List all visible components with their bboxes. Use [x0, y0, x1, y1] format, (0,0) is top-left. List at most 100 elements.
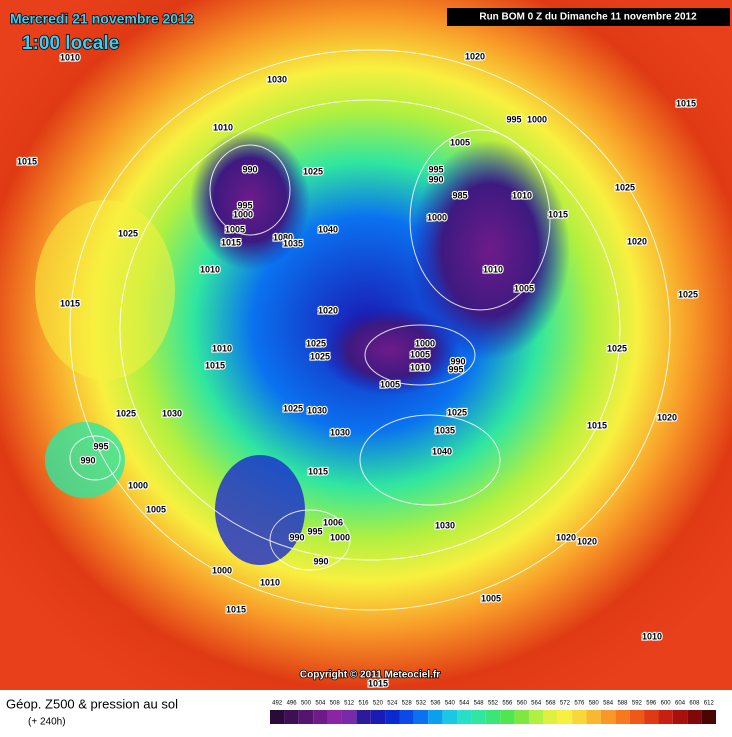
legend-swatch [528, 710, 544, 724]
isobar-label: 1080 [273, 232, 293, 242]
isobar-label: 1020 [318, 305, 338, 315]
legend-swatch [615, 710, 630, 724]
legend-label: 576 [574, 701, 585, 707]
legend-label: 544 [459, 701, 470, 707]
legend-label: 540 [445, 701, 456, 707]
legend-label: 516 [359, 701, 370, 707]
isobar-label: 1025 [447, 407, 467, 417]
isobar-label: 1000 [330, 532, 350, 542]
legend-label: 556 [502, 701, 513, 707]
legend-swatch [658, 710, 673, 724]
legend-swatch [500, 710, 515, 724]
isobar-label: 1005 [450, 137, 470, 147]
isobar-label: 1000 [233, 209, 253, 219]
isobar [409, 129, 551, 311]
legend-label: 536 [430, 701, 441, 707]
isobars [69, 49, 671, 611]
legend-swatch [385, 710, 400, 724]
isobar-label: 1015 [226, 604, 246, 614]
legend-swatch [284, 710, 299, 724]
isobar-label: 1010 [200, 264, 220, 274]
legend-label: 608 [689, 701, 700, 707]
isobar-label: 1035 [283, 238, 303, 248]
isobar-label: 1025 [118, 228, 138, 238]
legend-label: 572 [560, 701, 571, 707]
isobar-label: 1015 [548, 209, 568, 219]
isobar-label: 1000 [212, 565, 232, 575]
legend-label: 548 [474, 701, 485, 707]
legend-label: 532 [416, 701, 427, 707]
isobar-label: 1035 [435, 425, 455, 435]
isobar-label: 1015 [221, 237, 241, 247]
legend-label: 508 [330, 701, 341, 707]
isobar-label: 1030 [435, 520, 455, 530]
isobar-label: 1025 [306, 338, 326, 348]
isobar-label: 995 [506, 114, 521, 124]
legend-label: 512 [344, 701, 355, 707]
legend-swatch [644, 710, 659, 724]
isobar-label: 1010 [410, 362, 430, 372]
isobar-label: 995 [237, 200, 252, 210]
legend-swatch [572, 710, 587, 724]
isobar [209, 144, 291, 236]
isobar-label: 1010 [483, 264, 503, 274]
low-core [410, 140, 570, 360]
isobar [69, 49, 671, 611]
legend-swatch [270, 710, 285, 724]
legend-label: 528 [402, 701, 413, 707]
isobar-label: 990 [313, 556, 328, 566]
legend-swatch [298, 710, 314, 724]
isobar-label: 1040 [432, 446, 452, 456]
legend-label: 580 [589, 701, 600, 707]
isobar-label: 1010 [212, 343, 232, 353]
legend-swatch [543, 710, 558, 724]
legend-swatch [629, 710, 645, 724]
isobar-label: 990 [289, 532, 304, 542]
color-legend: 492 496 500 504 508 512 516 520 524 528 532 536 540 5… [270, 701, 716, 724]
isobar [359, 414, 501, 506]
isobar-label: 1020 [556, 532, 576, 542]
legend-swatch [485, 710, 501, 724]
isobar-label: 1000 [415, 338, 435, 348]
legend-label: 500 [301, 701, 312, 707]
date-title: Mercredi 21 novembre 2012 [10, 11, 194, 27]
legend-label: 568 [546, 701, 557, 707]
legend-swatch [413, 710, 429, 724]
isobar-label: 1010 [60, 52, 80, 62]
isobar-label: 995 [448, 364, 463, 374]
isobar-label: 1005 [146, 504, 166, 514]
legend-label: 596 [646, 701, 657, 707]
legend-swatch [471, 710, 486, 724]
isobar-label: 995 [307, 526, 322, 536]
trough [215, 455, 305, 565]
ridge [35, 200, 175, 380]
isobar-label: 1030 [307, 405, 327, 415]
isobar-label: 1010 [642, 631, 662, 641]
isobar-label: 1015 [368, 678, 388, 688]
isobar-label: 1005 [380, 379, 400, 389]
legend-swatch [687, 710, 702, 724]
legend-swatch [341, 710, 357, 724]
isobar-label: 1015 [205, 360, 225, 370]
isobar-label: 1006 [323, 517, 343, 527]
isobar-label: 1005 [514, 283, 534, 293]
legend-swatch [370, 710, 386, 724]
isobar-label: 990 [242, 164, 257, 174]
legend-swatch [600, 710, 616, 724]
legend-label: 496 [287, 701, 298, 707]
isobar-label: 1020 [577, 536, 597, 546]
isobar-label: 1000 [527, 114, 547, 124]
legend-swatch [701, 710, 716, 724]
isobar-label: 1015 [60, 298, 80, 308]
isobar-label: 990 [428, 174, 443, 184]
legend-label: 560 [517, 701, 528, 707]
legend-swatch [557, 710, 573, 724]
isobar [269, 509, 351, 571]
isobar-label: 1025 [310, 351, 330, 361]
isobar-label: 1030 [267, 74, 287, 84]
isobar-label: 1025 [615, 182, 635, 192]
isobar-label: 995 [428, 164, 443, 174]
isobar-label: 1025 [303, 166, 323, 176]
